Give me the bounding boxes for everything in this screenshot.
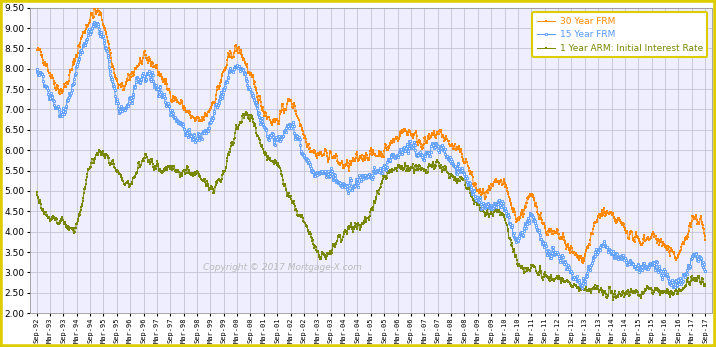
Text: Copyright © 2017 Mortgage-X.com: Copyright © 2017 Mortgage-X.com <box>203 263 362 272</box>
Legend: 30 Year FRM, 15 Year FRM, 1 Year ARM: Initial Interest Rate: 30 Year FRM, 15 Year FRM, 1 Year ARM: In… <box>533 12 707 57</box>
